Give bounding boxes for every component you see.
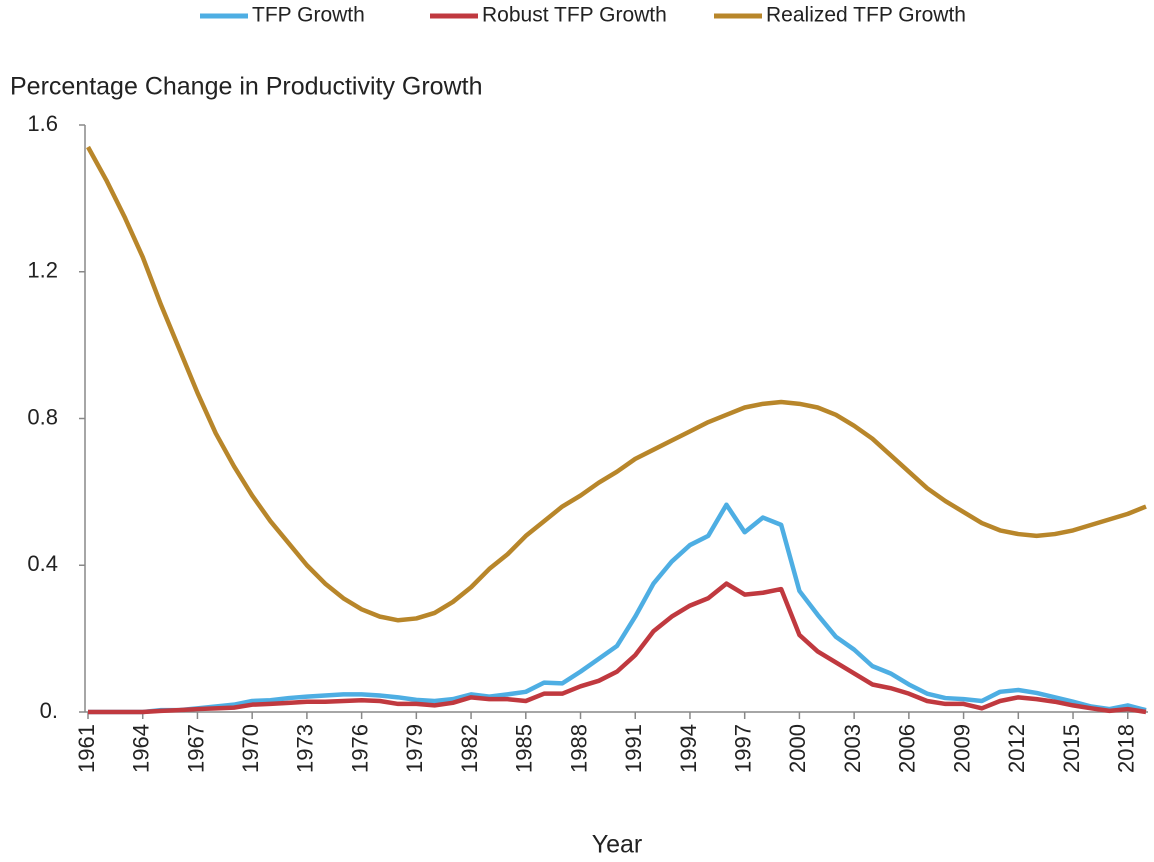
- x-tick-label: 2009: [949, 724, 974, 773]
- y-axis-label: Percentage Change in Productivity Growth: [10, 73, 482, 101]
- x-tick-label: 1967: [183, 724, 208, 773]
- y-tick-label: 1.2: [27, 258, 58, 283]
- x-tick-label: 1991: [621, 724, 646, 773]
- x-tick-label: 1988: [566, 724, 591, 773]
- x-tick-label: 1997: [731, 724, 756, 773]
- legend-label: Realized TFP Growth: [766, 4, 966, 27]
- x-tick-label: 2018: [1114, 724, 1139, 773]
- x-tick-label: 1964: [129, 724, 154, 773]
- x-tick-label: 2003: [840, 724, 865, 773]
- x-tick-label: 1976: [347, 724, 372, 773]
- x-tick-label: 1970: [238, 724, 263, 773]
- x-tick-label: 1979: [402, 724, 427, 773]
- x-tick-label: 1985: [512, 724, 537, 773]
- legend-label: Robust TFP Growth: [482, 4, 667, 27]
- x-tick-label: 2000: [785, 724, 810, 773]
- y-tick-label: 0.4: [27, 551, 58, 576]
- x-tick-label: 1994: [676, 724, 701, 773]
- series-line: [86, 145, 1147, 623]
- x-tick-label: 1973: [293, 724, 318, 773]
- x-tick-label: 1961: [74, 724, 99, 773]
- y-tick-label: 1.6: [27, 111, 58, 136]
- x-tick-label: 2015: [1059, 724, 1084, 773]
- y-tick-label: 0.8: [27, 404, 58, 429]
- y-tick-label: 0.: [40, 698, 58, 723]
- x-axis-label: Year: [592, 831, 643, 859]
- x-tick-label: 2012: [1004, 724, 1029, 773]
- series-line: [88, 581, 1147, 715]
- x-tick-label: 2006: [895, 724, 920, 773]
- series-line: [88, 502, 1147, 715]
- legend-label: TFP Growth: [252, 4, 365, 27]
- x-tick-label: 1982: [457, 724, 482, 773]
